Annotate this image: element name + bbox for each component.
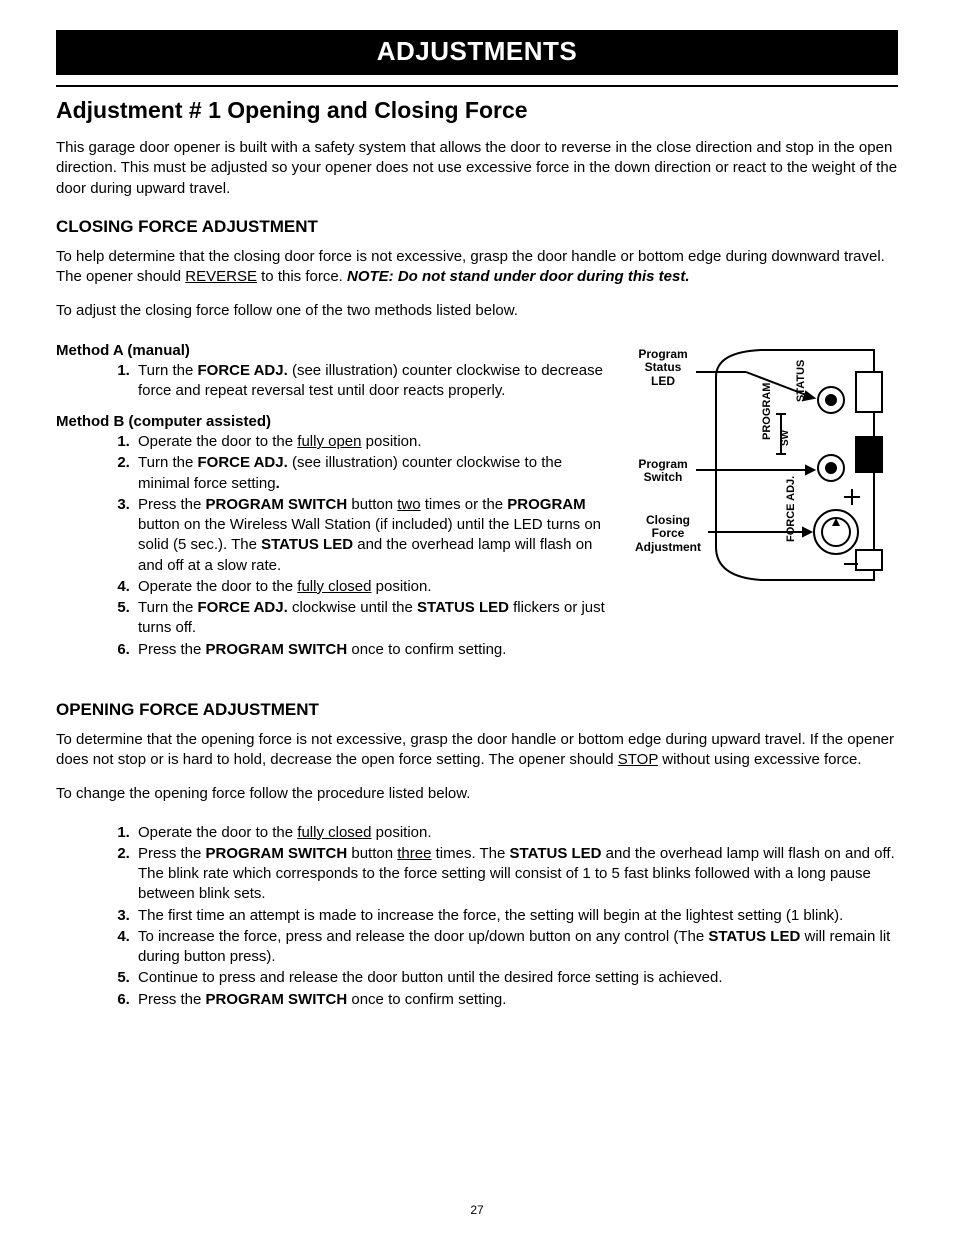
status-led-label: STATUS LED	[417, 599, 509, 616]
force-adj-label: FORCE ADJ.	[197, 362, 287, 379]
list-item: Press the PROGRAM SWITCH once to confirm…	[134, 990, 898, 1010]
underline: two	[397, 496, 420, 513]
underline: fully open	[297, 433, 361, 450]
text: Press the	[138, 845, 206, 862]
page-number: 27	[0, 1203, 954, 1217]
text: button	[347, 845, 397, 862]
list-item: To increase the force, press and release…	[134, 927, 898, 968]
list-item: Continue to press and release the door b…	[134, 968, 898, 988]
section-banner: ADJUSTMENTS	[56, 30, 898, 75]
diagram-vlabel-sw: SW	[780, 429, 791, 446]
program-switch-label: PROGRAM SWITCH	[206, 991, 348, 1008]
text: position.	[371, 824, 431, 841]
program-switch-label: PROGRAM SWITCH	[206, 845, 348, 862]
list-item: Operate the door to the fully open posit…	[134, 432, 616, 452]
opening-p1: To determine that the opening force is n…	[56, 730, 898, 771]
text: Turn the	[138, 362, 197, 379]
diagram-vlabel-status: STATUS	[795, 359, 807, 401]
opening-heading: OPENING FORCE ADJUSTMENT	[56, 700, 898, 720]
diagram-vlabel-program: PROGRAM	[761, 382, 773, 439]
text: Press the	[138, 641, 206, 658]
page-title: Adjustment # 1 Opening and Closing Force	[56, 97, 898, 124]
text: position.	[362, 433, 422, 450]
list-item: Press the PROGRAM SWITCH button two time…	[134, 495, 616, 576]
method-a-steps: Turn the FORCE ADJ. (see illustration) c…	[56, 361, 616, 402]
underline: three	[397, 845, 431, 862]
bold-dot: .	[276, 475, 280, 492]
method-b-title: Method B (computer assisted)	[56, 413, 616, 430]
text: position.	[371, 578, 431, 595]
text: Turn the	[138, 599, 197, 616]
text: To increase the force, press and release…	[138, 928, 708, 945]
text: times. The	[431, 845, 509, 862]
list-item: Turn the FORCE ADJ. (see illustration) c…	[134, 361, 616, 402]
list-item: Operate the door to the fully closed pos…	[134, 823, 898, 843]
intro-paragraph: This garage door opener is built with a …	[56, 138, 898, 199]
stop-underline: STOP	[618, 751, 658, 768]
program-label: PROGRAM	[507, 496, 585, 513]
diagram-label-closing: ClosingForceAdjustment	[626, 514, 710, 555]
list-item: Press the PROGRAM SWITCH once to confirm…	[134, 640, 616, 660]
text: to this force.	[257, 268, 347, 285]
force-adj-label: FORCE ADJ.	[197, 454, 287, 471]
text: once to confirm setting.	[347, 641, 506, 658]
list-item: The first time an attempt is made to inc…	[134, 906, 898, 926]
status-led-label: STATUS LED	[510, 845, 602, 862]
text: times or the	[421, 496, 508, 513]
text: Press the	[138, 991, 206, 1008]
text: Press the	[138, 496, 206, 513]
closing-heading: CLOSING FORCE ADJUSTMENT	[56, 217, 898, 237]
list-item: Turn the FORCE ADJ. clockwise until the …	[134, 598, 616, 639]
underline: fully closed	[297, 824, 371, 841]
status-led-label: STATUS LED	[261, 536, 353, 553]
list-item: Turn the FORCE ADJ. (see illustration) c…	[134, 453, 616, 494]
underline: fully closed	[297, 578, 371, 595]
program-switch-label: PROGRAM SWITCH	[206, 496, 348, 513]
text: Operate the door to the	[138, 578, 297, 595]
text: without using excessive force.	[658, 751, 861, 768]
warning-note: NOTE: Do not stand under door during thi…	[347, 268, 689, 285]
list-item: Operate the door to the fully closed pos…	[134, 577, 616, 597]
opening-p2: To change the opening force follow the p…	[56, 784, 898, 804]
divider	[56, 85, 898, 87]
text: Turn the	[138, 454, 197, 471]
control-panel-diagram: STATUS PROGRAM SW FORCE ADJ. ProgramStat…	[626, 342, 886, 592]
force-adj-label: FORCE ADJ.	[197, 599, 287, 616]
text: clockwise until the	[288, 599, 417, 616]
text: Operate the door to the	[138, 433, 297, 450]
diagram-vlabel-force: FORCE ADJ.	[785, 475, 797, 541]
text: button	[347, 496, 397, 513]
closing-p2: To adjust the closing force follow one o…	[56, 301, 898, 321]
diagram-label-switch: ProgramSwitch	[628, 458, 698, 486]
text: once to confirm setting.	[347, 991, 506, 1008]
method-a-title: Method A (manual)	[56, 342, 616, 359]
opening-steps: Operate the door to the fully closed pos…	[56, 823, 898, 1010]
method-b-steps: Operate the door to the fully open posit…	[56, 432, 616, 660]
status-led-label: STATUS LED	[708, 928, 800, 945]
text: Operate the door to the	[138, 824, 297, 841]
list-item: Press the PROGRAM SWITCH button three ti…	[134, 844, 898, 905]
closing-p1: To help determine that the closing door …	[56, 247, 898, 288]
reverse-underline: REVERSE	[185, 268, 257, 285]
diagram-label-status-led: ProgramStatusLED	[628, 348, 698, 389]
program-switch-label: PROGRAM SWITCH	[206, 641, 348, 658]
